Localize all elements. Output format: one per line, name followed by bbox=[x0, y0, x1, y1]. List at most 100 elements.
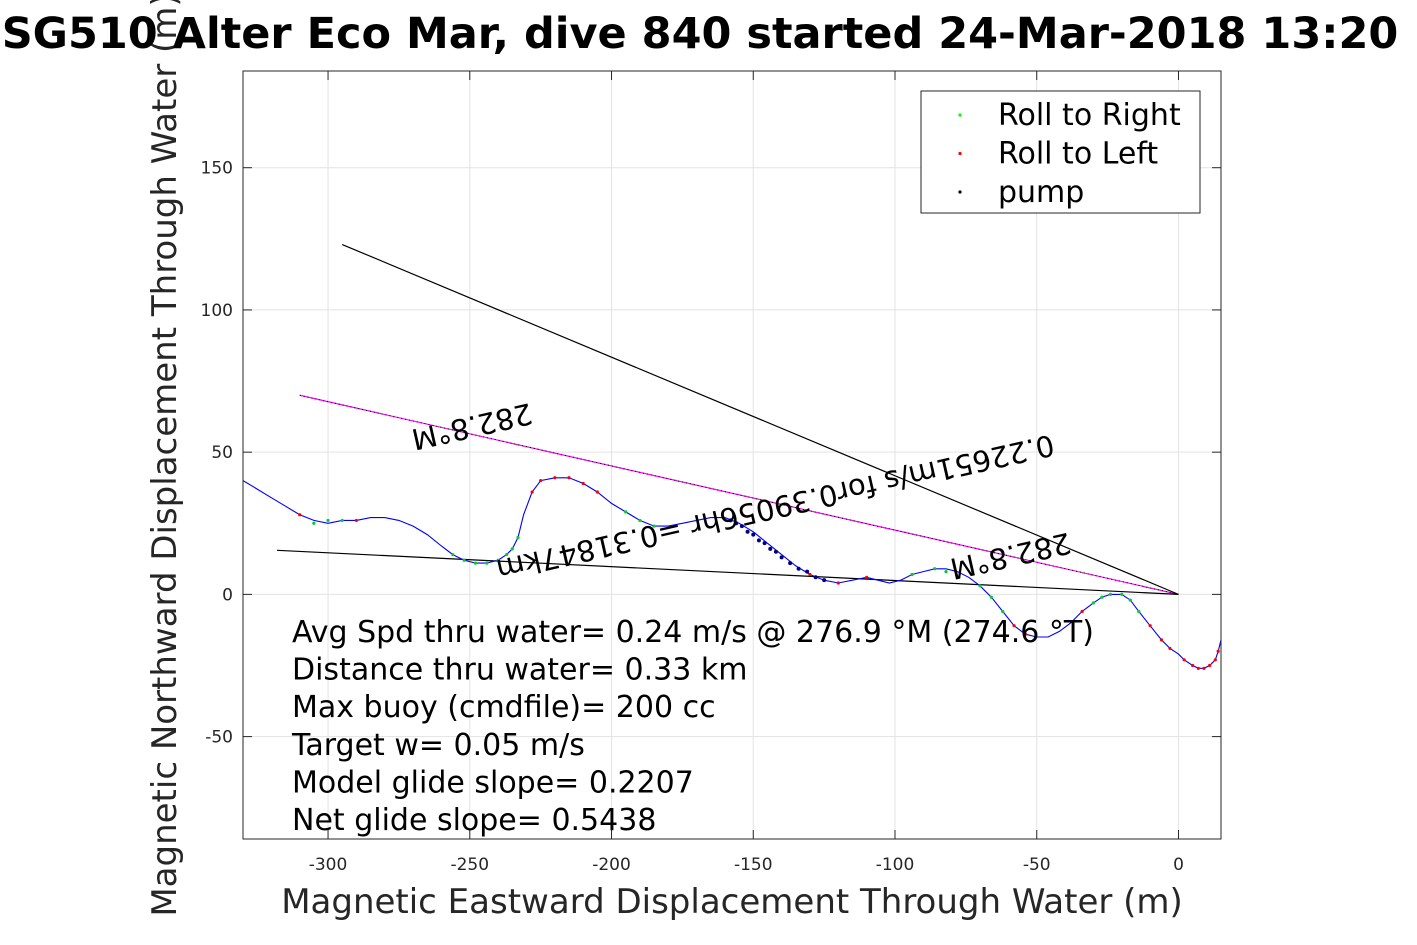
roll-right-point bbox=[462, 558, 466, 562]
stats-line: Distance thru water= 0.33 km bbox=[292, 653, 747, 688]
roll-left-point bbox=[1202, 666, 1206, 670]
roll-left-point bbox=[530, 490, 534, 494]
roll-left-point bbox=[1168, 646, 1172, 651]
pump-point bbox=[796, 566, 801, 571]
legend-box bbox=[920, 90, 1201, 214]
roll-left-point bbox=[298, 513, 302, 517]
roll-right-point bbox=[989, 595, 993, 599]
y-tick-label: 50 bbox=[211, 443, 233, 463]
legend-marker bbox=[958, 151, 962, 156]
stats-line: Max buoy (cmdfile)= 200 cc bbox=[292, 690, 716, 725]
roll-left-point bbox=[539, 479, 543, 483]
roll-right-point bbox=[1137, 609, 1141, 614]
roll-left-point bbox=[1023, 632, 1027, 636]
roll-left-point bbox=[595, 490, 599, 494]
roll-left-point bbox=[1012, 624, 1016, 628]
roll-left-point bbox=[1182, 658, 1186, 662]
track-line bbox=[243, 477, 1221, 669]
roll-left-point bbox=[567, 476, 571, 480]
roll-left-point bbox=[836, 581, 840, 585]
roll-left-point bbox=[1208, 663, 1212, 668]
line-lower-bound bbox=[276, 549, 1179, 595]
roll-right-point bbox=[1100, 595, 1104, 599]
roll-right-point bbox=[910, 572, 914, 577]
x-tick-label: -250 bbox=[450, 855, 489, 875]
x-tick-label: -300 bbox=[309, 855, 348, 875]
roll-right-point bbox=[516, 535, 520, 540]
chart-title: SG510 Alter Eco Mar, dive 840 started 24… bbox=[2, 9, 1399, 59]
roll-right-point bbox=[624, 510, 628, 514]
x-tick-label: 0 bbox=[1173, 855, 1184, 875]
roll-right-point bbox=[1001, 609, 1005, 614]
roll-right-point bbox=[933, 567, 937, 571]
roll-right-point bbox=[652, 524, 656, 528]
roll-right-point bbox=[1091, 601, 1096, 605]
legend-label: pump bbox=[998, 175, 1084, 210]
stats-line: Model glide slope= 0.2207 bbox=[292, 765, 694, 800]
pump-point bbox=[813, 575, 818, 580]
y-tick-label: 150 bbox=[201, 159, 233, 179]
roll-left-point bbox=[1080, 609, 1084, 614]
legend-label: Roll to Left bbox=[998, 137, 1158, 172]
legend-label: Roll to Right bbox=[998, 98, 1181, 133]
legend-marker bbox=[958, 190, 962, 194]
y-tick-label: 100 bbox=[201, 301, 233, 321]
roll-left-point bbox=[865, 575, 869, 579]
roll-right-point bbox=[944, 570, 948, 574]
roll-right-point bbox=[312, 521, 316, 525]
roll-right-point bbox=[485, 561, 489, 565]
axis-ticks: -300 -250 -200 -150 -100 -50 0 -50 0 50 100 150 bbox=[201, 71, 1221, 875]
x-tick-label: -100 bbox=[876, 855, 915, 875]
roll-left-point bbox=[1216, 649, 1220, 653]
stats-line: Net glide slope= 0.5438 bbox=[292, 803, 656, 838]
x-tick-label: -150 bbox=[734, 855, 773, 875]
pump-point bbox=[779, 555, 784, 560]
roll-right-point bbox=[510, 547, 514, 551]
roll-right-point bbox=[1120, 592, 1124, 596]
stats-line: Target w= 0.05 m/s bbox=[291, 728, 585, 763]
y-tick-label: 0 bbox=[222, 585, 233, 605]
pump-point bbox=[756, 538, 761, 543]
roll-left-point bbox=[1159, 638, 1164, 642]
pump-point bbox=[734, 521, 739, 526]
roll-left-point bbox=[1213, 658, 1217, 662]
y-tick-label: -50 bbox=[205, 728, 233, 748]
legend-marker bbox=[958, 113, 962, 117]
roll-left-point bbox=[581, 481, 585, 486]
pump-point bbox=[751, 532, 756, 537]
stats-line: Avg Spd thru water= 0.24 m/s @ 276.9 °M … bbox=[292, 615, 1094, 650]
roll-right-point bbox=[326, 518, 330, 523]
roll-left-point bbox=[808, 572, 812, 577]
pump-point bbox=[728, 518, 733, 523]
pump-point bbox=[768, 546, 773, 551]
pump-point bbox=[805, 569, 810, 574]
line-heading bbox=[299, 394, 1179, 595]
pump-point bbox=[745, 529, 750, 534]
roll-right-point bbox=[978, 584, 982, 588]
roll-left-point bbox=[354, 518, 358, 523]
x-axis-label: Magnetic Eastward Displacement Through W… bbox=[281, 882, 1183, 922]
roll-right-point bbox=[1108, 592, 1113, 596]
pump-point bbox=[822, 578, 827, 583]
pump-point bbox=[788, 561, 793, 566]
roll-right-point bbox=[340, 518, 344, 523]
x-tick-label: -50 bbox=[1023, 855, 1051, 875]
roll-left-point bbox=[553, 476, 557, 480]
line-upper-bound bbox=[341, 243, 1179, 595]
pump-point bbox=[739, 524, 744, 529]
roll-right-point bbox=[451, 552, 455, 557]
x-tick-label: -200 bbox=[592, 855, 631, 875]
roll-left-point bbox=[1196, 666, 1200, 670]
roll-right-point bbox=[638, 518, 642, 523]
stats-text-block: Avg Spd thru water= 0.24 m/s @ 276.9 °M … bbox=[291, 615, 1094, 838]
pump-point bbox=[773, 549, 778, 554]
roll-right-point bbox=[1128, 598, 1132, 602]
pump-point bbox=[762, 541, 767, 546]
axes-frame bbox=[242, 70, 1222, 840]
y-axis-label: Magnetic Northward Displacement Through … bbox=[145, 0, 185, 917]
roll-left-point bbox=[1148, 624, 1152, 628]
roll-right-point bbox=[496, 558, 500, 562]
